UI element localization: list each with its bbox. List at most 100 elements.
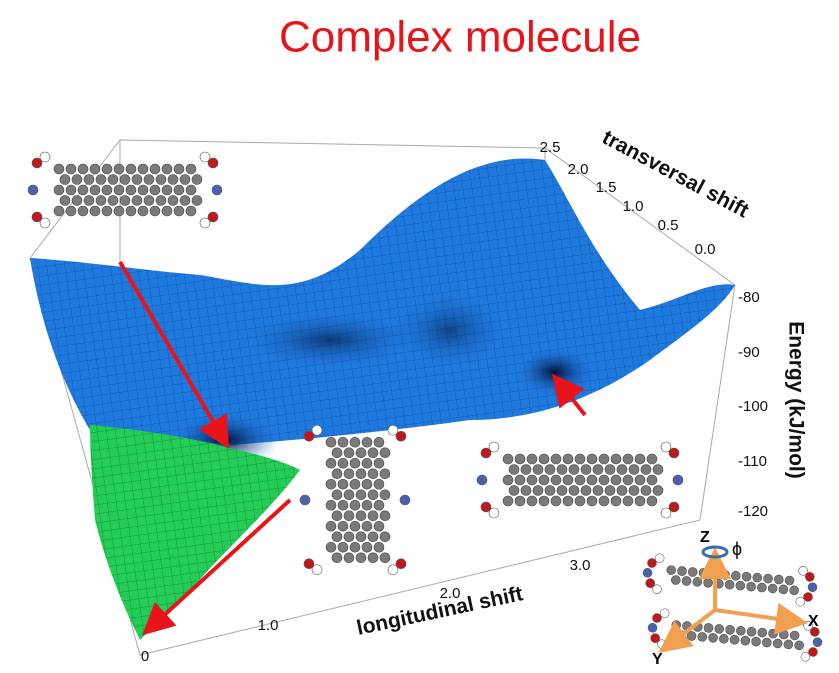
- atom: [344, 469, 354, 479]
- atom: [481, 448, 491, 458]
- atom: [150, 185, 160, 195]
- transversal-tick-label: 1.5: [596, 179, 617, 196]
- atom: [102, 206, 112, 216]
- atom: [350, 521, 360, 531]
- atom: [32, 158, 42, 168]
- molecule: [641, 552, 818, 607]
- atom: [192, 175, 202, 185]
- atom: [757, 583, 767, 593]
- atom: [356, 511, 366, 521]
- atom: [539, 475, 549, 485]
- atom: [521, 465, 531, 475]
- atom: [374, 521, 384, 531]
- atom: [617, 486, 627, 496]
- atom: [762, 638, 772, 648]
- atom: [338, 458, 348, 468]
- atom: [186, 185, 196, 195]
- atom: [653, 465, 663, 475]
- atom: [533, 465, 543, 475]
- atom: [338, 500, 348, 510]
- longitudinal-tick-label: 1.0: [258, 617, 279, 634]
- atom: [90, 164, 100, 174]
- atom: [740, 636, 750, 646]
- atom: [362, 458, 372, 468]
- longitudinal-tick-label: 0: [141, 648, 149, 665]
- atom: [356, 532, 366, 542]
- atom: [96, 175, 106, 185]
- atom: [338, 521, 348, 531]
- energy-tick-label: -80: [738, 289, 760, 306]
- atom: [587, 496, 597, 506]
- atom: [132, 196, 142, 206]
- figure: Complex molecule transversal shift Energ…: [0, 0, 839, 673]
- molecule: [477, 442, 683, 518]
- atom: [515, 475, 525, 485]
- atom: [304, 559, 314, 569]
- atom: [120, 175, 130, 185]
- atom: [757, 628, 767, 638]
- atom: [78, 164, 88, 174]
- atom: [374, 458, 384, 468]
- atom: [611, 454, 621, 464]
- atom: [60, 196, 70, 206]
- atom: [212, 185, 222, 195]
- atom: [746, 582, 756, 592]
- atom: [599, 475, 609, 485]
- atom: [747, 627, 757, 637]
- transversal-tick-label: 2.0: [568, 161, 589, 178]
- atom: [623, 475, 633, 485]
- atom: [647, 454, 657, 464]
- atom: [703, 578, 713, 588]
- atom: [138, 164, 148, 174]
- inset-x: X: [808, 613, 819, 630]
- atom: [669, 448, 679, 458]
- atom: [338, 479, 348, 489]
- atom: [551, 454, 561, 464]
- atom: [368, 448, 378, 458]
- atom: [332, 490, 342, 500]
- atom: [344, 448, 354, 458]
- atom: [374, 437, 384, 447]
- atom: [368, 532, 378, 542]
- atom: [647, 496, 657, 506]
- atom: [60, 175, 70, 185]
- atom: [72, 196, 82, 206]
- atom: [66, 185, 76, 195]
- atom: [344, 553, 354, 563]
- atom: [725, 580, 735, 590]
- atom: [503, 496, 513, 506]
- atom: [54, 164, 64, 174]
- longitudinal-tick-label: 3.0: [570, 557, 591, 574]
- atom: [326, 542, 336, 552]
- atom: [138, 206, 148, 216]
- atom: [551, 475, 561, 485]
- atom: [635, 475, 645, 485]
- coordinate-inset: Z ϕ X Y: [652, 529, 819, 668]
- atom: [673, 475, 683, 485]
- atom: [515, 454, 525, 464]
- atom: [575, 454, 585, 464]
- atom: [521, 486, 531, 496]
- atom: [671, 575, 681, 585]
- atom: [539, 454, 549, 464]
- atom: [356, 448, 366, 458]
- atom: [150, 164, 160, 174]
- atom: [527, 475, 537, 485]
- atom: [362, 437, 372, 447]
- atom: [396, 559, 406, 569]
- atom: [725, 625, 735, 635]
- atom: [350, 542, 360, 552]
- atom: [533, 486, 543, 496]
- atom: [557, 465, 567, 475]
- atom: [374, 500, 384, 510]
- atom: [773, 639, 783, 649]
- atom: [768, 584, 778, 594]
- atom: [539, 496, 549, 506]
- atom: [138, 185, 148, 195]
- atom: [28, 185, 38, 195]
- atom: [84, 196, 94, 206]
- molecule: [646, 607, 823, 662]
- atom: [350, 458, 360, 468]
- atom: [692, 577, 702, 587]
- atom: [400, 495, 410, 505]
